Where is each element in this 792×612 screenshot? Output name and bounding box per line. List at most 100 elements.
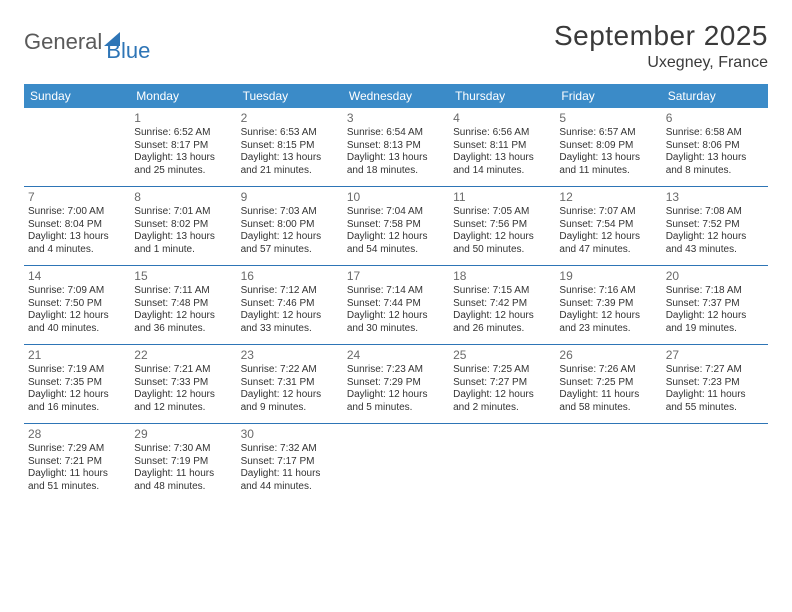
day-number: 19 <box>559 269 657 284</box>
sunset-line: Sunset: 7:50 PM <box>28 298 126 311</box>
calendar-day-cell: 17Sunrise: 7:14 AMSunset: 7:44 PMDayligh… <box>343 266 449 344</box>
title-block: September 2025 Uxegney, France <box>554 20 768 72</box>
sunrise-line: Sunrise: 7:29 AM <box>28 443 126 456</box>
calendar-day-cell: 22Sunrise: 7:21 AMSunset: 7:33 PMDayligh… <box>130 345 236 423</box>
calendar-day-cell: 6Sunrise: 6:58 AMSunset: 8:06 PMDaylight… <box>662 108 768 186</box>
day-number: 25 <box>453 348 551 363</box>
sunrise-line: Sunrise: 7:01 AM <box>134 206 232 219</box>
sunrise-line: Sunrise: 7:00 AM <box>28 206 126 219</box>
daylight-line: Daylight: 12 hours and 57 minutes. <box>241 231 339 256</box>
calendar-day-cell: 18Sunrise: 7:15 AMSunset: 7:42 PMDayligh… <box>449 266 555 344</box>
sunrise-line: Sunrise: 7:25 AM <box>453 364 551 377</box>
day-number: 3 <box>347 111 445 126</box>
sunrise-line: Sunrise: 7:16 AM <box>559 285 657 298</box>
calendar-day-cell: 23Sunrise: 7:22 AMSunset: 7:31 PMDayligh… <box>237 345 343 423</box>
sunset-line: Sunset: 7:31 PM <box>241 377 339 390</box>
daylight-line: Daylight: 12 hours and 54 minutes. <box>347 231 445 256</box>
sunset-line: Sunset: 7:48 PM <box>134 298 232 311</box>
day-number: 17 <box>347 269 445 284</box>
day-number: 5 <box>559 111 657 126</box>
sunset-line: Sunset: 8:09 PM <box>559 140 657 153</box>
calendar-day-cell <box>662 424 768 502</box>
day-number: 9 <box>241 190 339 205</box>
logo-word-2: Blue <box>106 38 150 64</box>
day-number: 18 <box>453 269 551 284</box>
sunset-line: Sunset: 7:39 PM <box>559 298 657 311</box>
day-number: 21 <box>28 348 126 363</box>
weekday-header: Thursday <box>449 84 555 108</box>
sunset-line: Sunset: 7:21 PM <box>28 456 126 469</box>
sunrise-line: Sunrise: 7:30 AM <box>134 443 232 456</box>
sunset-line: Sunset: 7:25 PM <box>559 377 657 390</box>
calendar-day-cell: 24Sunrise: 7:23 AMSunset: 7:29 PMDayligh… <box>343 345 449 423</box>
weekday-header-row: SundayMondayTuesdayWednesdayThursdayFrid… <box>24 84 768 108</box>
daylight-line: Daylight: 12 hours and 16 minutes. <box>28 389 126 414</box>
sunset-line: Sunset: 8:11 PM <box>453 140 551 153</box>
day-number: 13 <box>666 190 764 205</box>
daylight-line: Daylight: 12 hours and 33 minutes. <box>241 310 339 335</box>
calendar-day-cell: 21Sunrise: 7:19 AMSunset: 7:35 PMDayligh… <box>24 345 130 423</box>
sunset-line: Sunset: 7:23 PM <box>666 377 764 390</box>
daylight-line: Daylight: 13 hours and 1 minute. <box>134 231 232 256</box>
sunrise-line: Sunrise: 6:56 AM <box>453 127 551 140</box>
daylight-line: Daylight: 12 hours and 5 minutes. <box>347 389 445 414</box>
calendar-day-cell: 19Sunrise: 7:16 AMSunset: 7:39 PMDayligh… <box>555 266 661 344</box>
calendar-day-cell: 30Sunrise: 7:32 AMSunset: 7:17 PMDayligh… <box>237 424 343 502</box>
daylight-line: Daylight: 12 hours and 36 minutes. <box>134 310 232 335</box>
calendar-week: 7Sunrise: 7:00 AMSunset: 8:04 PMDaylight… <box>24 187 768 266</box>
sunrise-line: Sunrise: 7:27 AM <box>666 364 764 377</box>
day-number: 15 <box>134 269 232 284</box>
sunset-line: Sunset: 8:04 PM <box>28 219 126 232</box>
sunrise-line: Sunrise: 7:12 AM <box>241 285 339 298</box>
day-number: 22 <box>134 348 232 363</box>
daylight-line: Daylight: 11 hours and 48 minutes. <box>134 468 232 493</box>
daylight-line: Daylight: 13 hours and 4 minutes. <box>28 231 126 256</box>
daylight-line: Daylight: 12 hours and 40 minutes. <box>28 310 126 335</box>
day-number: 16 <box>241 269 339 284</box>
logo-word-1: General <box>24 29 102 55</box>
day-number: 7 <box>28 190 126 205</box>
calendar-week: 14Sunrise: 7:09 AMSunset: 7:50 PMDayligh… <box>24 266 768 345</box>
sunrise-line: Sunrise: 7:32 AM <box>241 443 339 456</box>
day-number: 11 <box>453 190 551 205</box>
calendar-day-cell <box>449 424 555 502</box>
sunrise-line: Sunrise: 7:22 AM <box>241 364 339 377</box>
sunset-line: Sunset: 7:33 PM <box>134 377 232 390</box>
day-number: 1 <box>134 111 232 126</box>
calendar-week: 1Sunrise: 6:52 AMSunset: 8:17 PMDaylight… <box>24 108 768 187</box>
calendar-day-cell: 1Sunrise: 6:52 AMSunset: 8:17 PMDaylight… <box>130 108 236 186</box>
sunrise-line: Sunrise: 7:15 AM <box>453 285 551 298</box>
sunset-line: Sunset: 8:15 PM <box>241 140 339 153</box>
daylight-line: Daylight: 12 hours and 30 minutes. <box>347 310 445 335</box>
day-number: 10 <box>347 190 445 205</box>
sunrise-line: Sunrise: 7:23 AM <box>347 364 445 377</box>
sunset-line: Sunset: 7:37 PM <box>666 298 764 311</box>
daylight-line: Daylight: 12 hours and 43 minutes. <box>666 231 764 256</box>
sunrise-line: Sunrise: 7:21 AM <box>134 364 232 377</box>
calendar-grid: 1Sunrise: 6:52 AMSunset: 8:17 PMDaylight… <box>24 108 768 502</box>
sunrise-line: Sunrise: 7:09 AM <box>28 285 126 298</box>
daylight-line: Daylight: 12 hours and 26 minutes. <box>453 310 551 335</box>
calendar-day-cell: 29Sunrise: 7:30 AMSunset: 7:19 PMDayligh… <box>130 424 236 502</box>
day-number: 8 <box>134 190 232 205</box>
sunrise-line: Sunrise: 6:58 AM <box>666 127 764 140</box>
weekday-header: Saturday <box>662 84 768 108</box>
daylight-line: Daylight: 12 hours and 19 minutes. <box>666 310 764 335</box>
day-number: 20 <box>666 269 764 284</box>
day-number: 23 <box>241 348 339 363</box>
sunrise-line: Sunrise: 7:08 AM <box>666 206 764 219</box>
sunset-line: Sunset: 8:13 PM <box>347 140 445 153</box>
calendar-day-cell: 20Sunrise: 7:18 AMSunset: 7:37 PMDayligh… <box>662 266 768 344</box>
sunrise-line: Sunrise: 6:53 AM <box>241 127 339 140</box>
day-number: 29 <box>134 427 232 442</box>
sunset-line: Sunset: 7:29 PM <box>347 377 445 390</box>
day-number: 6 <box>666 111 764 126</box>
calendar-page: General Blue September 2025 Uxegney, Fra… <box>0 0 792 512</box>
calendar-day-cell: 4Sunrise: 6:56 AMSunset: 8:11 PMDaylight… <box>449 108 555 186</box>
weekday-header: Wednesday <box>343 84 449 108</box>
sunset-line: Sunset: 7:46 PM <box>241 298 339 311</box>
calendar-day-cell: 7Sunrise: 7:00 AMSunset: 8:04 PMDaylight… <box>24 187 130 265</box>
daylight-line: Daylight: 11 hours and 51 minutes. <box>28 468 126 493</box>
calendar-week: 28Sunrise: 7:29 AMSunset: 7:21 PMDayligh… <box>24 424 768 502</box>
location-label: Uxegney, France <box>554 54 768 72</box>
